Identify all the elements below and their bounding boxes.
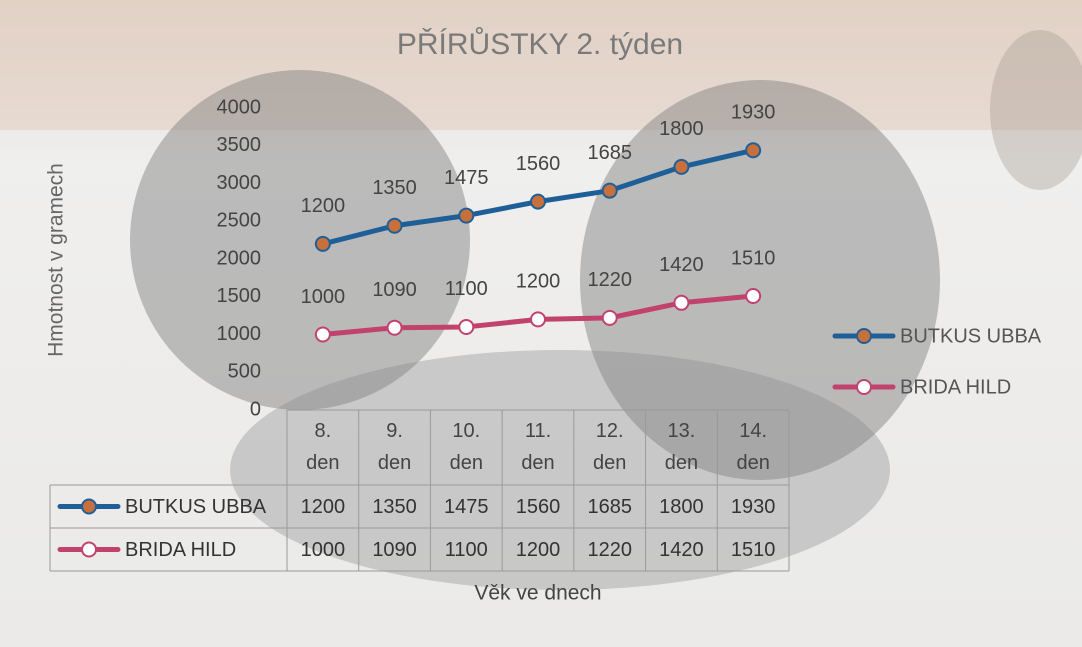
point-marker (530, 193, 546, 210)
point-marker (386, 319, 403, 336)
point-marker (673, 158, 690, 175)
y-tick-label: 2000 (217, 247, 262, 269)
data-label: 1100 (445, 278, 488, 300)
data-label: 1350 (372, 177, 417, 199)
y-tick-label: 3000 (217, 172, 262, 194)
table-key-marker (81, 498, 97, 515)
table-cell: 1685 (587, 496, 632, 518)
y-tick-label: 1500 (217, 285, 262, 307)
data-label: 1000 (301, 286, 346, 308)
table-row-label: BRIDA HILD (125, 539, 236, 561)
point-marker (458, 207, 475, 224)
data-label: 1090 (372, 279, 417, 301)
table-cell: 1475 (444, 496, 489, 518)
point-marker (745, 287, 762, 304)
y-tick-label: 3500 (217, 134, 262, 156)
legend-label: BUTKUS UBBA (900, 325, 1042, 347)
table-cell: 1420 (659, 539, 704, 561)
table-cell: 1510 (731, 539, 776, 561)
table-cell: 1560 (516, 496, 561, 518)
point-marker (601, 309, 618, 326)
table-cell: 1090 (372, 539, 417, 561)
point-marker (601, 182, 618, 199)
data-label: 1510 (731, 247, 776, 269)
point-marker (673, 294, 690, 311)
y-tick-label: 1000 (217, 323, 262, 345)
y-tick-label: 500 (228, 361, 261, 383)
table-cell: 1200 (301, 496, 346, 518)
x-tick-label: 14. den (736, 420, 770, 474)
y-tick-label: 0 (250, 398, 261, 420)
table-cell: 1350 (372, 496, 417, 518)
x-tick-label: 11. den (521, 420, 555, 474)
table-row-label: BUTKUS UBBA (125, 496, 267, 518)
legend-key-marker (856, 379, 872, 395)
legend-label: BRIDA HILD (900, 376, 1011, 398)
point-marker (745, 142, 762, 159)
x-tick-label: 10. den (449, 420, 483, 474)
x-tick-label: 12. den (593, 420, 627, 474)
table-cell: 1220 (587, 539, 632, 561)
point-marker (314, 326, 331, 343)
data-label: 1685 (587, 142, 632, 164)
x-tick-label: 8. den (306, 420, 340, 474)
y-tick-label: 2500 (217, 210, 262, 232)
table-cell: 1000 (301, 539, 346, 561)
point-marker (530, 311, 546, 328)
y-axis-title: Hmotnost v gramech (45, 163, 68, 357)
legend-key-marker (856, 328, 872, 344)
data-label: 1560 (516, 153, 561, 175)
chart-title: PŘÍRŮSTKY 2. týden (397, 27, 683, 61)
table-key-marker (81, 541, 97, 558)
point-marker (314, 235, 331, 252)
data-label: 1220 (587, 269, 632, 291)
data-label: 1475 (444, 167, 489, 189)
x-tick-label: 9. den (377, 420, 412, 474)
point-marker (386, 217, 403, 234)
data-label: 1200 (301, 195, 346, 217)
data-label: 1420 (659, 254, 704, 276)
data-label: 1200 (516, 271, 561, 293)
x-axis-title: Věk ve dnech (474, 582, 601, 605)
table-cell: 1930 (731, 496, 776, 518)
point-marker (458, 318, 475, 335)
x-tick-label: 13. den (664, 420, 699, 474)
data-label: 1930 (731, 102, 776, 124)
table-cell: 1100 (445, 539, 488, 561)
y-tick-label: 4000 (217, 96, 262, 118)
table-cell: 1800 (659, 496, 704, 518)
data-label: 1800 (659, 118, 704, 140)
table-cell: 1200 (516, 539, 561, 561)
